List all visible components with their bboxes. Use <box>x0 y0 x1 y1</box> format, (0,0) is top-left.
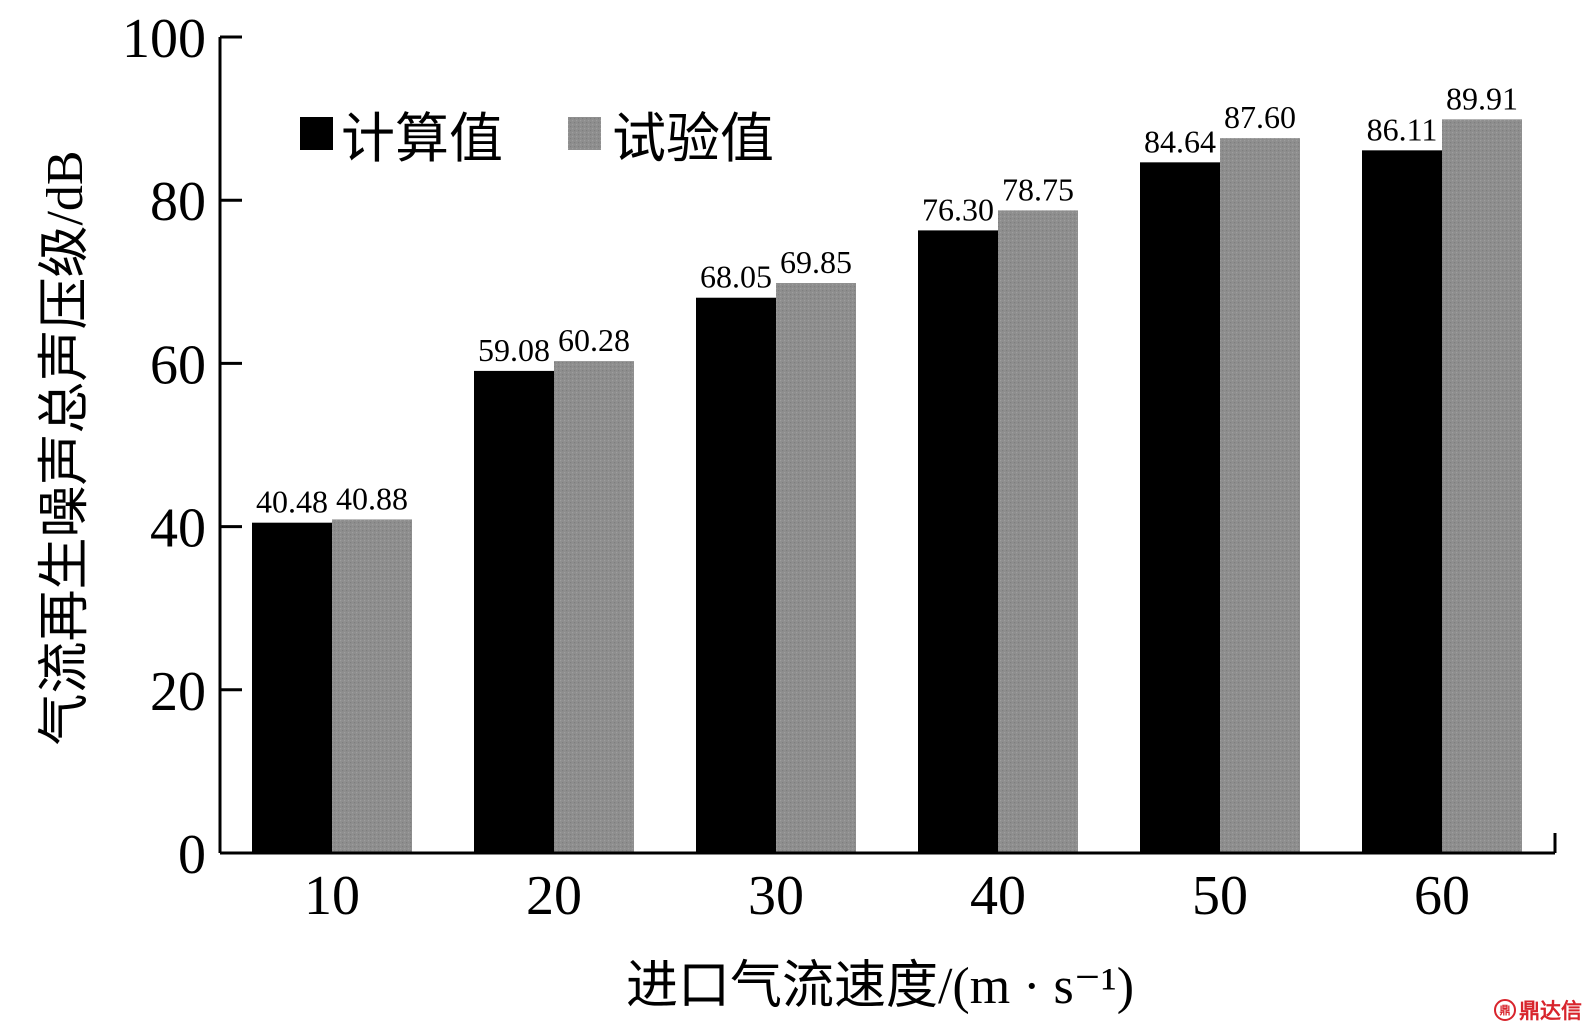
x-axis-label: 进口气流速度/(m · s⁻¹) <box>626 958 1134 1015</box>
seal-icon: 鼎 <box>1494 999 1516 1021</box>
x-tick-label-30: 30 <box>748 865 804 927</box>
y-axis-label: 气流再生噪声总声压级/dB <box>37 150 94 745</box>
bar-experimental-60 <box>1442 119 1522 853</box>
value-label-calculated-30: 68.05 <box>700 259 772 295</box>
bar-calculated-60 <box>1362 150 1442 853</box>
x-tick-label-20: 20 <box>526 865 582 927</box>
bar-calculated-10 <box>252 522 332 853</box>
y-tick-label-80: 80 <box>150 171 206 233</box>
x-tick-label-10: 10 <box>304 865 360 927</box>
y-tick-label-40: 40 <box>150 498 206 560</box>
legend-label-experimental: 试验值 <box>612 109 774 169</box>
bar-experimental-30 <box>776 283 856 853</box>
bar-calculated-40 <box>918 230 998 854</box>
legend-swatch-experimental <box>568 117 601 150</box>
legend-label-calculated: 计算值 <box>341 109 503 169</box>
y-tick-label-100: 100 <box>122 8 206 70</box>
value-label-experimental-60: 89.91 <box>1446 80 1518 116</box>
value-label-calculated-50: 84.64 <box>1144 123 1216 159</box>
bar-experimental-40 <box>998 210 1078 853</box>
bar-experimental-10 <box>332 519 412 853</box>
value-label-experimental-20: 60.28 <box>558 322 630 358</box>
bar-calculated-20 <box>474 370 554 853</box>
value-label-experimental-30: 69.85 <box>780 244 852 280</box>
watermark-text: 鼎达信 <box>1519 999 1582 1023</box>
value-label-calculated-40: 76.30 <box>922 191 994 227</box>
bar-calculated-50 <box>1140 162 1220 854</box>
bar-calculated-30 <box>696 297 776 853</box>
legend-swatch-calculated <box>300 117 333 150</box>
value-label-experimental-10: 40.88 <box>336 480 408 516</box>
value-label-calculated-20: 59.08 <box>478 332 550 368</box>
y-tick-label-20: 20 <box>150 661 206 723</box>
value-label-calculated-10: 40.48 <box>256 484 328 520</box>
bar-experimental-20 <box>554 361 634 853</box>
x-tick-label-50: 50 <box>1192 865 1248 927</box>
value-label-calculated-60: 86.11 <box>1367 111 1438 147</box>
x-tick-label-40: 40 <box>970 865 1026 927</box>
y-tick-label-0: 0 <box>178 824 206 886</box>
y-tick-label-60: 60 <box>150 334 206 396</box>
x-tick-label-60: 60 <box>1414 865 1470 927</box>
bar-experimental-50 <box>1220 138 1300 853</box>
watermark: 鼎 鼎达信 <box>1494 995 1582 1025</box>
value-label-experimental-50: 87.60 <box>1224 99 1296 135</box>
value-label-experimental-40: 78.75 <box>1002 171 1074 207</box>
